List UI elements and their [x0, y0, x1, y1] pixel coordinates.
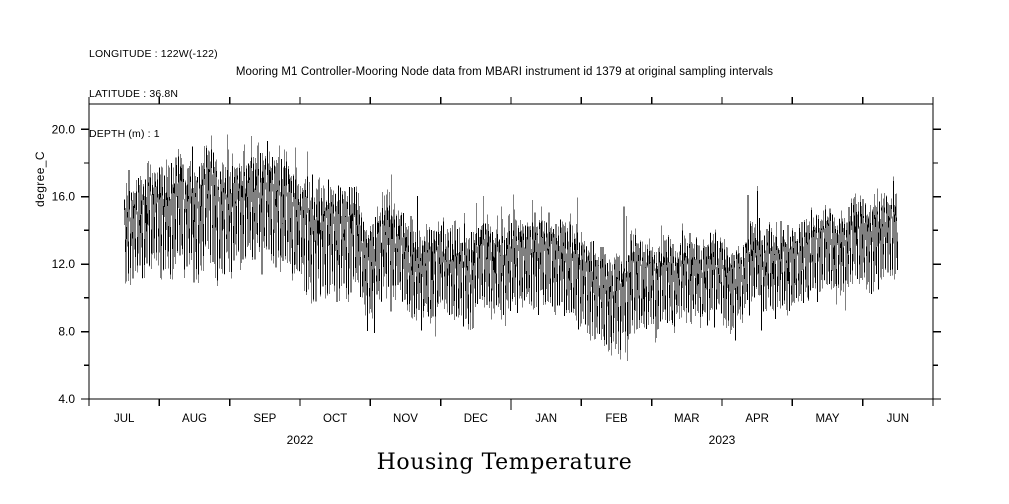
chart-subtitle: Mooring M1 Controller-Mooring Node data … — [235, 66, 774, 78]
x-month-label: OCT — [323, 413, 347, 425]
y-tick-label: 8.0 — [58, 325, 75, 339]
x-month-label: MAY — [815, 413, 839, 425]
x-axis-ticks — [88, 97, 934, 410]
x-month-label: FEB — [605, 413, 628, 425]
y-axis-ticks — [81, 128, 941, 400]
x-axis-year-labels: 2022 2023 — [287, 433, 736, 447]
x-month-label: MAR — [674, 413, 700, 425]
x-year-label: 2023 — [709, 433, 736, 447]
y-tick-label: 16.0 — [52, 190, 76, 204]
depth-line: DEPTH (m) : 1 — [89, 127, 160, 140]
x-month-label: DEC — [464, 413, 488, 425]
x-month-label: JUL — [114, 413, 135, 425]
y-tick-label: 12.0 — [52, 257, 76, 271]
y-tick-label: 20.0 — [52, 122, 76, 136]
page-title: Housing Temperature — [376, 450, 633, 475]
x-month-label: APR — [745, 413, 769, 425]
station-metadata: LONGITUDE : 122W(-122) LATITUDE : 36.8N … — [89, 22, 218, 167]
x-year-label: 2022 — [287, 433, 314, 447]
longitude-line: LONGITUDE : 122W(-122) — [89, 48, 218, 61]
latitude-line: LATITUDE : 36.8N — [89, 88, 179, 101]
y-axis-label-wrapper: degree_C — [0, 151, 120, 207]
temperature-trace — [123, 134, 899, 361]
data-trace-group — [123, 134, 899, 361]
x-month-label: NOV — [393, 413, 418, 425]
x-month-label: JUN — [887, 413, 909, 425]
x-month-label: JAN — [535, 413, 557, 425]
x-month-label: AUG — [182, 413, 207, 425]
x-axis-month-labels: JUL AUG SEP OCT NOV DEC JAN FEB MAR APR MAY JUN — [114, 413, 909, 425]
x-month-label: SEP — [253, 413, 276, 425]
y-axis-tick-labels: 4.0 8.0 12.0 16.0 20.0 — [52, 122, 76, 406]
y-tick-label: 4.0 — [58, 392, 75, 406]
y-axis-label: degree_C — [33, 151, 47, 207]
